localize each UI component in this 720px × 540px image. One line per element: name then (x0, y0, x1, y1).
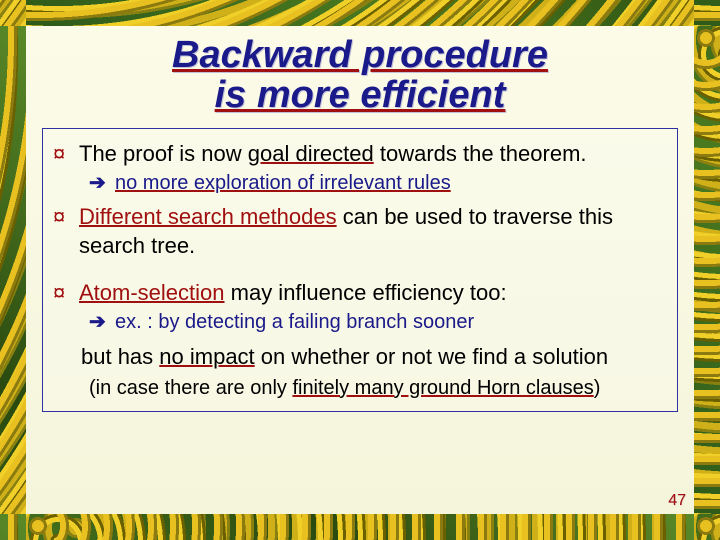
slide: Backward procedure is more efficient ¤ T… (0, 0, 720, 540)
text-fragment: may influence efficiency too: (225, 280, 507, 305)
spacer (53, 262, 665, 278)
title-line-2: is more efficient (215, 74, 506, 116)
page-number: 47 (668, 492, 686, 510)
text-fragment: on whether or not we find a solution (255, 344, 608, 369)
goal-directed-phrase: goal directed (248, 141, 374, 166)
finitely-many-phrase: finitely many ground Horn clauses (292, 377, 593, 399)
text-fragment: The proof is now (79, 141, 248, 166)
text-fragment: towards the theorem. (374, 141, 587, 166)
bullet-1: ¤ The proof is now goal directed towards… (53, 139, 665, 168)
arrow-icon: ➔ (89, 309, 115, 335)
continuation-line: but has no impact on whether or not we f… (53, 342, 665, 371)
sub-bullet-1: ➔ no more exploration of irrelevant rule… (53, 170, 665, 196)
atom-selection-phrase: Atom-selection (79, 280, 225, 305)
content-box: ¤ The proof is now goal directed towards… (42, 128, 678, 412)
text-fragment: (in case there are only (89, 377, 292, 399)
slide-title: Backward procedure is more efficient (42, 36, 678, 116)
bullet-3: ¤ Atom-selection may influence efficienc… (53, 278, 665, 307)
sub-bullet-3: ➔ ex. : by detecting a failing branch so… (53, 309, 665, 335)
bullet-icon: ¤ (53, 139, 79, 168)
no-impact-phrase: no impact (159, 344, 254, 369)
sub-1-text: no more exploration of irrelevant rules (115, 170, 665, 196)
bullet-2-text: Different search methodes can be used to… (79, 202, 665, 260)
bullet-2: ¤ Different search methodes can be used … (53, 202, 665, 260)
sub-3-text: ex. : by detecting a failing branch soon… (115, 309, 665, 335)
parenthetical-line: (in case there are only finitely many gr… (53, 375, 665, 401)
bullet-1-text: The proof is now goal directed towards t… (79, 139, 665, 168)
bullet-3-text: Atom-selection may influence efficiency … (79, 278, 665, 307)
text-fragment: but has (81, 344, 159, 369)
title-line-1: Backward procedure (172, 34, 548, 76)
text-fragment: ) (594, 377, 601, 399)
bullet-icon: ¤ (53, 278, 79, 307)
bullet-icon: ¤ (53, 202, 79, 231)
search-methods-phrase: Different search methodes (79, 204, 337, 229)
arrow-icon: ➔ (89, 170, 115, 196)
slide-inner: Backward procedure is more efficient ¤ T… (26, 26, 694, 514)
